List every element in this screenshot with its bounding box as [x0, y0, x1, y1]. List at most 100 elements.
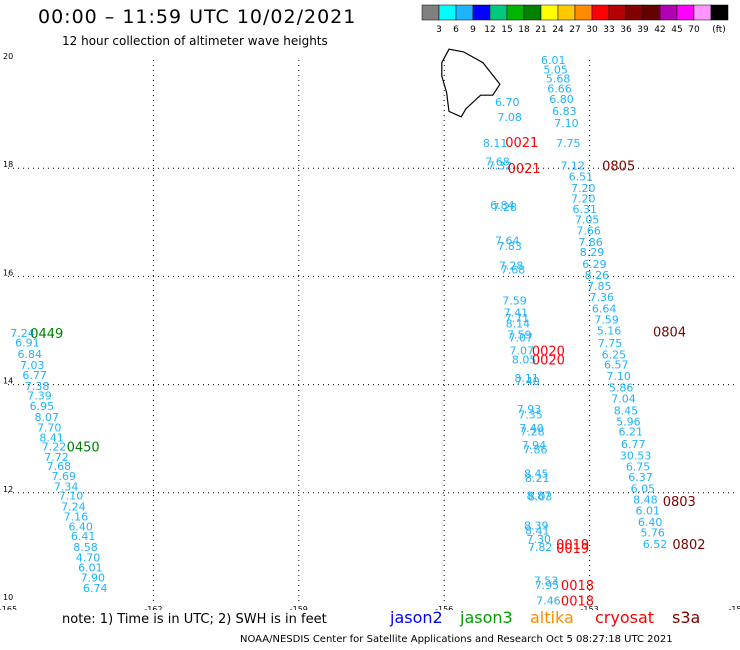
pass-time-label: 0804 [653, 326, 686, 341]
wave-height-value: 7.85 [587, 280, 612, 293]
y-tick-label: 14 [3, 377, 13, 386]
mission-legend-s3a: s3a [672, 608, 701, 627]
colorbar-tick-label: 36 [620, 25, 632, 35]
pass-time-label: 0020 [532, 354, 565, 369]
wave-height-value: 7.90 [81, 572, 106, 585]
wave-height-value: 30.53 [620, 449, 652, 462]
colorbar-tick-label: 30 [586, 25, 598, 35]
x-tick-label: -159 [290, 605, 308, 610]
colorbar-tick-label: 6 [453, 25, 459, 35]
wave-height-value: 6.57 [604, 359, 629, 372]
wave-height-value: 7.28 [520, 426, 545, 439]
x-tick-label: -165 [0, 605, 17, 610]
credit-line: NOAA/NESDIS Center for Satellite Applica… [240, 634, 673, 645]
pass-time-label: 0449 [30, 327, 63, 342]
wave-height-value: 7.83 [497, 240, 522, 253]
wave-height-value: 7.68 [485, 156, 510, 169]
colorbar-legend: 3 6 9 12 15 18 21 24 27 30 33 36 39 42 45 70 (ft) [421, 4, 729, 35]
wave-height-value: 7.28 [493, 201, 518, 214]
pass-time-label: 0450 [67, 440, 100, 455]
wave-height-value: 7.32 [488, 159, 513, 172]
wave-height-value: 6.21 [619, 426, 644, 439]
wave-height-value: 6.64 [592, 302, 617, 315]
wave-height-value: 7.04 [611, 393, 636, 406]
wave-height-value: 8.11 [514, 372, 539, 385]
wave-height-value: 7.38 [25, 380, 50, 393]
pass-time-label: 0803 [663, 495, 696, 510]
wave-height-value: 7.59 [507, 328, 532, 341]
wave-height-value: 6.52 [643, 538, 668, 551]
wave-height-value: 7.12 [560, 159, 585, 172]
wave-height-value: 5.16 [597, 325, 622, 338]
wave-height-value: 7.66 [576, 224, 601, 237]
pass-time-label: 0018 [561, 579, 594, 594]
coastline [441, 48, 501, 118]
mission-legend-cryosat: cryosat [595, 608, 655, 627]
wave-height-value: 8.05 [512, 354, 537, 367]
mission-legend-altika: altika [530, 608, 574, 627]
wave-height-value: 8.07 [35, 411, 60, 424]
chart-subtitle: 12 hour collection of altimeter wave hei… [62, 34, 328, 48]
wave-height-value: 6.91 [15, 336, 40, 349]
pass-time-label: 0021 [505, 136, 538, 151]
y-tick-label: 12 [3, 485, 13, 494]
wave-height-value: 6.05 [631, 482, 656, 495]
wave-height-value: 8.26 [585, 269, 610, 282]
wave-height-value: 7.16 [64, 511, 89, 524]
wave-height-value: 7.69 [51, 470, 76, 483]
wave-height-value: 7.86 [578, 236, 603, 249]
units-note: note: 1) Time is in UTC; 2) SWH is in fe… [62, 612, 327, 627]
wave-height-value: 8.48 [633, 493, 658, 506]
wave-height-value: 6.77 [621, 438, 646, 451]
colorbar-tick-label: 33 [603, 25, 614, 35]
wave-height-value: 8.29 [580, 246, 605, 259]
wave-height-value: 7.20 [571, 182, 596, 195]
colorbar-unit: (ft) [712, 25, 726, 35]
wave-height-value: 7.68 [47, 460, 72, 473]
wave-height-value: 7.94 [522, 439, 547, 452]
wave-height-value: 7.36 [589, 291, 614, 304]
y-tick-label: 18 [3, 160, 13, 169]
colorbar-tick-label: 3 [436, 25, 442, 35]
wave-height-value: 5.96 [616, 415, 641, 428]
pass-time-label: 0802 [672, 538, 705, 553]
wave-height-value: 7.28 [499, 260, 524, 273]
colorbar-tick-label: 45 [671, 25, 682, 35]
colorbar-tick-label: 9 [470, 25, 476, 35]
wave-height-map: -165 -162 -159 -156 -153 -152018161412107.246… [0, 48, 740, 610]
wave-height-value: 7.71 [505, 312, 530, 325]
wave-height-value: 7.30 [526, 533, 551, 546]
wave-height-value: 7.35 [518, 408, 543, 421]
pass-time-label: 0805 [602, 159, 635, 174]
wave-height-value: 7.24 [61, 500, 86, 513]
wave-height-value: 6.70 [495, 96, 520, 109]
wave-height-value: 5.86 [609, 381, 634, 394]
wave-height-value: 7.24 [10, 327, 35, 340]
wave-height-value: 6.84 [18, 348, 43, 361]
colorbar-tick-label: 24 [552, 25, 564, 35]
x-tick-label: -15 [728, 605, 740, 610]
wave-height-value: 7.95 [535, 579, 560, 592]
wave-height-value: 7.34 [54, 480, 79, 493]
wave-height-value: 7.10 [554, 117, 579, 130]
wave-height-value: 6.40 [68, 520, 93, 533]
wave-height-value: 4.70 [76, 552, 101, 565]
pass-time-label: 0019 [556, 542, 589, 557]
pass-time-label: 0019 [556, 538, 589, 553]
colorbar-tick-label: 27 [569, 25, 580, 35]
chart-title: 00:00 – 11:59 UTC 10/02/2021 [38, 6, 357, 28]
y-tick-label: 20 [3, 52, 13, 61]
wave-height-value: 7.22 [42, 440, 67, 453]
wave-height-value: 8.21 [525, 472, 550, 485]
wave-height-value: 7.08 [497, 111, 522, 124]
wave-height-value: 6.01 [541, 54, 566, 67]
wave-height-value: 6.40 [638, 516, 663, 529]
wave-height-value: 8.41 [525, 525, 550, 538]
wave-height-value: 8.41 [39, 432, 64, 445]
wave-height-value: 6.84 [490, 199, 515, 212]
wave-height-value: 7.07 [509, 332, 534, 345]
wave-height-value: 7.75 [556, 137, 581, 150]
wave-height-value: 5.68 [546, 72, 571, 85]
wave-height-value: 7.41 [504, 307, 529, 320]
